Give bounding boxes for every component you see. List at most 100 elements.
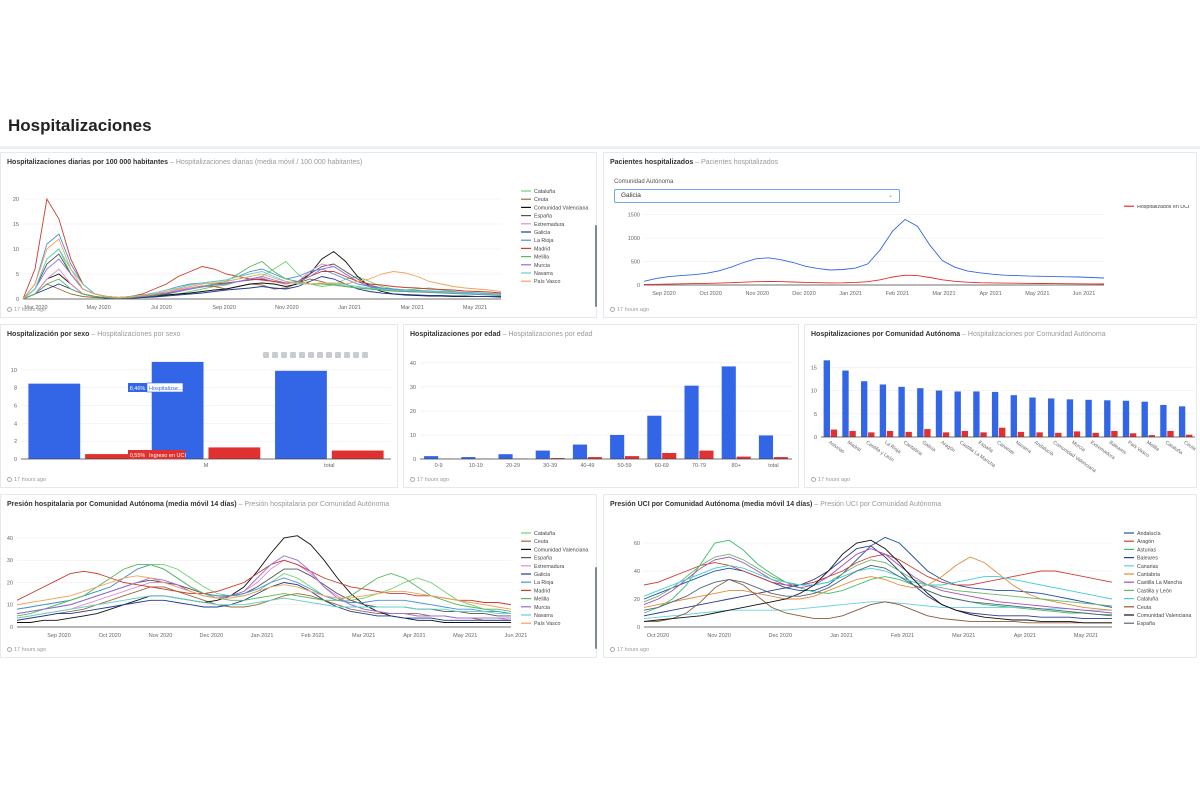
chart-subtitle: Hospitalizaciones por edad	[508, 331, 593, 338]
zoom-icon[interactable]	[272, 352, 278, 358]
x-tick-label: Jun 2021	[505, 633, 528, 639]
x-tick-label: Oct 2020	[99, 633, 121, 639]
bar	[331, 450, 384, 459]
bar	[942, 432, 950, 437]
clock-icon	[811, 477, 816, 482]
bar	[1055, 432, 1062, 437]
x-tick-label: Jan 2021	[830, 633, 853, 639]
box-select-icon[interactable]	[290, 352, 296, 358]
legend-scrollbar[interactable]	[595, 567, 597, 649]
y-tick-label: 0	[14, 457, 17, 463]
bar	[721, 366, 736, 459]
autoscale-icon[interactable]	[326, 352, 332, 358]
legend-item: Castilla y León	[1137, 588, 1172, 594]
legend-item: Ceuta	[1137, 605, 1151, 611]
x-tick-label: Jul 2020	[151, 305, 172, 311]
bar	[991, 391, 999, 437]
x-tick-label: Feb 2021	[891, 633, 914, 639]
pan-icon[interactable]	[281, 352, 287, 358]
bar	[275, 370, 327, 459]
panel-hospitalization-by-age: Hospitalizaciones por edad – Hospitaliza…	[403, 324, 799, 488]
x-tick-label: Dec 2020	[200, 633, 224, 639]
x-tick-label: Feb 2021	[301, 633, 324, 639]
bar	[1017, 431, 1025, 437]
hover-compare-icon[interactable]	[362, 352, 368, 358]
x-tick-label: Mar 2021	[401, 305, 424, 311]
x-tick-label: total	[768, 463, 778, 469]
bar	[85, 454, 137, 459]
legend-item: Madrid	[534, 588, 550, 594]
bar	[151, 361, 204, 459]
hover-label-box	[147, 450, 185, 459]
hover-label-total: 8,46% Hospitalizac...	[128, 382, 184, 393]
spike-lines-icon[interactable]	[344, 352, 350, 358]
hover-value-box	[128, 450, 147, 459]
legend-item: España	[534, 214, 552, 220]
plot-modebar[interactable]	[263, 352, 368, 360]
series-line	[643, 564, 1113, 617]
hover-closest-icon[interactable]	[353, 352, 359, 358]
bar	[773, 457, 788, 459]
x-tick-label: Mar 2021	[952, 633, 975, 639]
daily-hospitalizations-chart[interactable]: 0 5 10 15 20 Mar 2020 May 2020 Jul 2020 Sep 2020…	[1, 167, 598, 317]
legend-item: Asturias	[1137, 547, 1156, 553]
x-tick-label: 40-49	[580, 463, 594, 469]
bar	[842, 370, 849, 437]
hover-label: Ingreso en UCI	[149, 453, 186, 459]
panel-hospital-pressure: Presión hospitalaria por Comunidad Autón…	[0, 494, 597, 658]
community-select[interactable]: Galicia ⌄	[614, 189, 900, 203]
bar	[662, 452, 677, 459]
x-tick-label: Mar 2021	[352, 633, 375, 639]
bar	[424, 456, 439, 459]
hospital-pressure-chart[interactable]: 0 10 20 30 40 Sep 2020 Oct 2020 Nov 2020 Dec 202…	[1, 509, 598, 659]
bar	[647, 415, 662, 459]
series-line	[643, 274, 1105, 285]
chart-title: Presión UCI por Comunidad Autónoma (medi…	[610, 501, 813, 508]
x-tick-label: Nov 2020	[275, 305, 299, 311]
y-tick-label: 30	[7, 558, 13, 564]
series-line	[22, 260, 502, 300]
bar	[868, 432, 875, 437]
y-tick-label: 10	[811, 389, 817, 395]
bar	[1066, 399, 1074, 437]
last-updated: 17 hours ago	[410, 477, 449, 483]
hospitalization-by-sex-chart[interactable]: 0 2 4 6 8 10 M total 8,46% Hospitalizac... 0,55% In…	[1, 347, 399, 477]
legend-item: España	[534, 556, 552, 562]
y-tick-label: 0	[16, 297, 19, 303]
clock-icon	[7, 477, 12, 482]
icu-pressure-chart[interactable]: 0 20 40 60 Oct 2020 Nov 2020 Dec 2020 Jan 2021 F…	[604, 509, 1198, 659]
x-tick-label: Jan 2021	[338, 305, 361, 311]
zoom-out-icon[interactable]	[317, 352, 323, 358]
zoom-in-icon[interactable]	[308, 352, 314, 358]
reset-axes-icon[interactable]	[335, 352, 341, 358]
camera-icon[interactable]	[263, 352, 269, 358]
x-tick-label: Ceuta	[1183, 440, 1198, 453]
hospitalization-by-age-chart[interactable]: 0 10 20 30 40 0-9 10-19 20-29 30-39 40-49 50-59 60-…	[404, 341, 800, 481]
bar	[1048, 398, 1055, 437]
series-line	[643, 553, 1113, 586]
hover-label-uci: 0,55% Ingreso en UCI	[128, 450, 186, 459]
hover-label: Hospitalizac...	[149, 386, 184, 392]
bar	[935, 390, 943, 437]
x-tick-label: Dec 2020	[792, 291, 816, 297]
x-tick-label: Oct 2020	[700, 291, 722, 297]
x-tick-label: Mar 2020	[24, 305, 47, 311]
series-line	[643, 564, 1113, 600]
legend-item: Ceuta	[534, 197, 548, 203]
bar	[954, 391, 961, 437]
y-tick-label: 1500	[628, 213, 640, 219]
x-tick-label: 20-29	[506, 463, 520, 469]
last-updated-text: 17 hours ago	[14, 477, 47, 483]
bar	[498, 454, 513, 459]
x-tick-label: Madrid	[846, 440, 862, 454]
legend-scrollbar[interactable]	[595, 225, 597, 307]
chevron-down-icon: ⌄	[887, 193, 893, 199]
last-updated-text: 17 hours ago	[417, 477, 450, 483]
lasso-icon[interactable]	[299, 352, 305, 358]
bar	[208, 447, 261, 459]
chart-title: Presión hospitalaria por Comunidad Autón…	[7, 501, 237, 508]
bar	[973, 391, 980, 437]
hospitalized-patients-chart[interactable]: 0 500 1000 1500 Sep 2020 Oct 2020 Nov 2020 Dec …	[604, 205, 1198, 315]
bar	[1186, 434, 1193, 437]
